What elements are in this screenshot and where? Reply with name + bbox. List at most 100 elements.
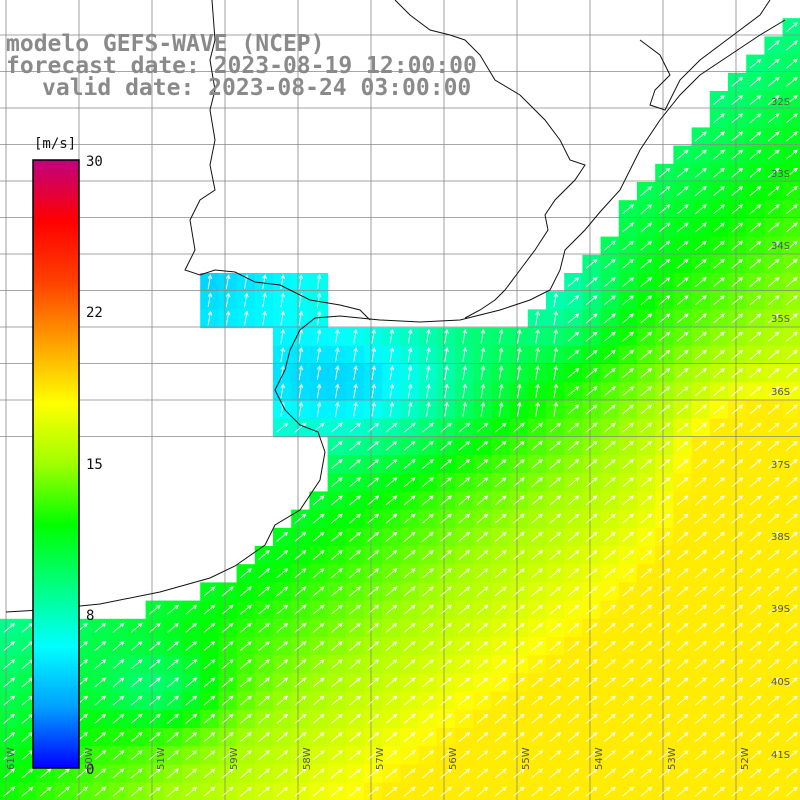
wind-arrow [622,240,635,251]
wind-arrow [749,568,762,579]
colorbar-tick-30: 30 [86,154,103,170]
wind-arrow [331,786,343,797]
wind-arrow [112,677,125,688]
wind-arrow [403,695,416,706]
wind-speed-field [0,18,800,800]
lat-label: 35S [771,314,790,325]
wind-arrow [767,622,780,633]
wind-arrow [203,659,216,670]
wind-arrow [585,495,598,506]
wind-arrow [494,586,507,597]
wind-arrow [622,495,635,506]
wind-arrow [640,568,653,579]
wind-arrow [422,622,434,633]
wind-arrow [385,786,398,797]
wind-arrow [695,149,707,160]
wind-arrow [695,458,707,469]
wind-arrow [604,531,616,542]
wind-arrow [676,240,689,251]
wind-arrow [676,531,689,542]
wind-arrow [713,94,726,105]
wind-arrow [458,713,471,724]
wind-arrow [240,768,252,779]
wind-arrow [476,495,489,506]
wind-arrow [731,513,744,524]
wind-arrow [294,604,307,615]
wind-arrow [112,786,125,797]
wind-arrow [403,513,416,524]
wind-arrow [749,222,762,233]
wind-arrow [513,659,525,670]
wind-arrow [786,22,798,33]
wind-arrow [676,677,689,688]
wind-arrow [494,713,507,724]
wind-arrow [367,677,380,688]
wind-arrow [786,131,798,142]
wind-arrow [749,295,762,306]
wind-arrow [531,604,544,615]
wind-arrow [167,731,180,742]
colorbar-ramp [32,159,80,769]
wind-arrow [3,786,16,797]
wind-arrow [640,640,653,651]
wind-arrow [695,713,707,724]
wind-arrow [349,531,362,542]
wind-arrow [713,185,726,196]
wind-arrow [749,495,762,506]
wind-arrow [767,76,780,87]
wind-arrow [731,94,744,105]
wind-arrow [767,404,780,415]
wind-arrow [640,331,653,342]
wind-arrow [403,440,416,451]
wind-arrow [221,604,234,615]
wind-arrow [531,640,544,651]
wind-arrow [713,113,726,124]
wind-arrow [549,531,562,542]
wind-arrow [367,713,380,724]
wind-arrow [312,495,325,506]
wind-arrow [207,310,213,326]
wind-arrow [149,713,161,724]
wind-arrow [3,659,16,670]
wind-arrow [298,401,304,417]
wind-arrow [403,768,416,779]
wind-arrow [786,531,798,542]
wind-arrow [713,440,726,451]
wind-arrow [549,622,562,633]
wind-arrow [695,367,707,378]
wind-arrow [658,404,671,415]
wind-arrow [389,401,395,417]
wind-arrow [767,568,780,579]
wind-arrow [513,586,525,597]
wind-arrow [786,40,798,51]
wind-arrow [221,586,234,597]
wind-arrow [731,568,744,579]
wind-arrow [731,349,744,360]
wind-arrow [604,568,616,579]
wind-arrow [676,768,689,779]
wind-arrow [422,495,434,506]
wind-arrow [531,713,544,724]
wind-arrow [731,677,744,688]
wind-arrow [240,750,252,761]
wind-arrow [585,258,598,269]
lon-label: 60W [84,747,95,770]
wind-arrow [258,713,271,724]
wind-arrow [294,513,307,524]
wind-arrow [407,401,413,417]
wind-arrow [349,695,362,706]
wind-arrow [385,549,398,560]
wind-arrow [786,731,798,742]
wind-arrow [786,477,798,488]
wind-arrow [767,113,780,124]
wind-arrow [331,586,343,597]
wind-arrow [658,167,671,178]
wind-arrow [440,731,453,742]
wind-arrow [280,292,286,308]
wind-arrow [112,695,125,706]
wind-arrow [658,240,671,251]
wind-arrow [371,383,377,399]
wind-arrow [353,365,358,381]
wind-arrow [130,695,143,706]
wind-arrow [767,258,780,269]
